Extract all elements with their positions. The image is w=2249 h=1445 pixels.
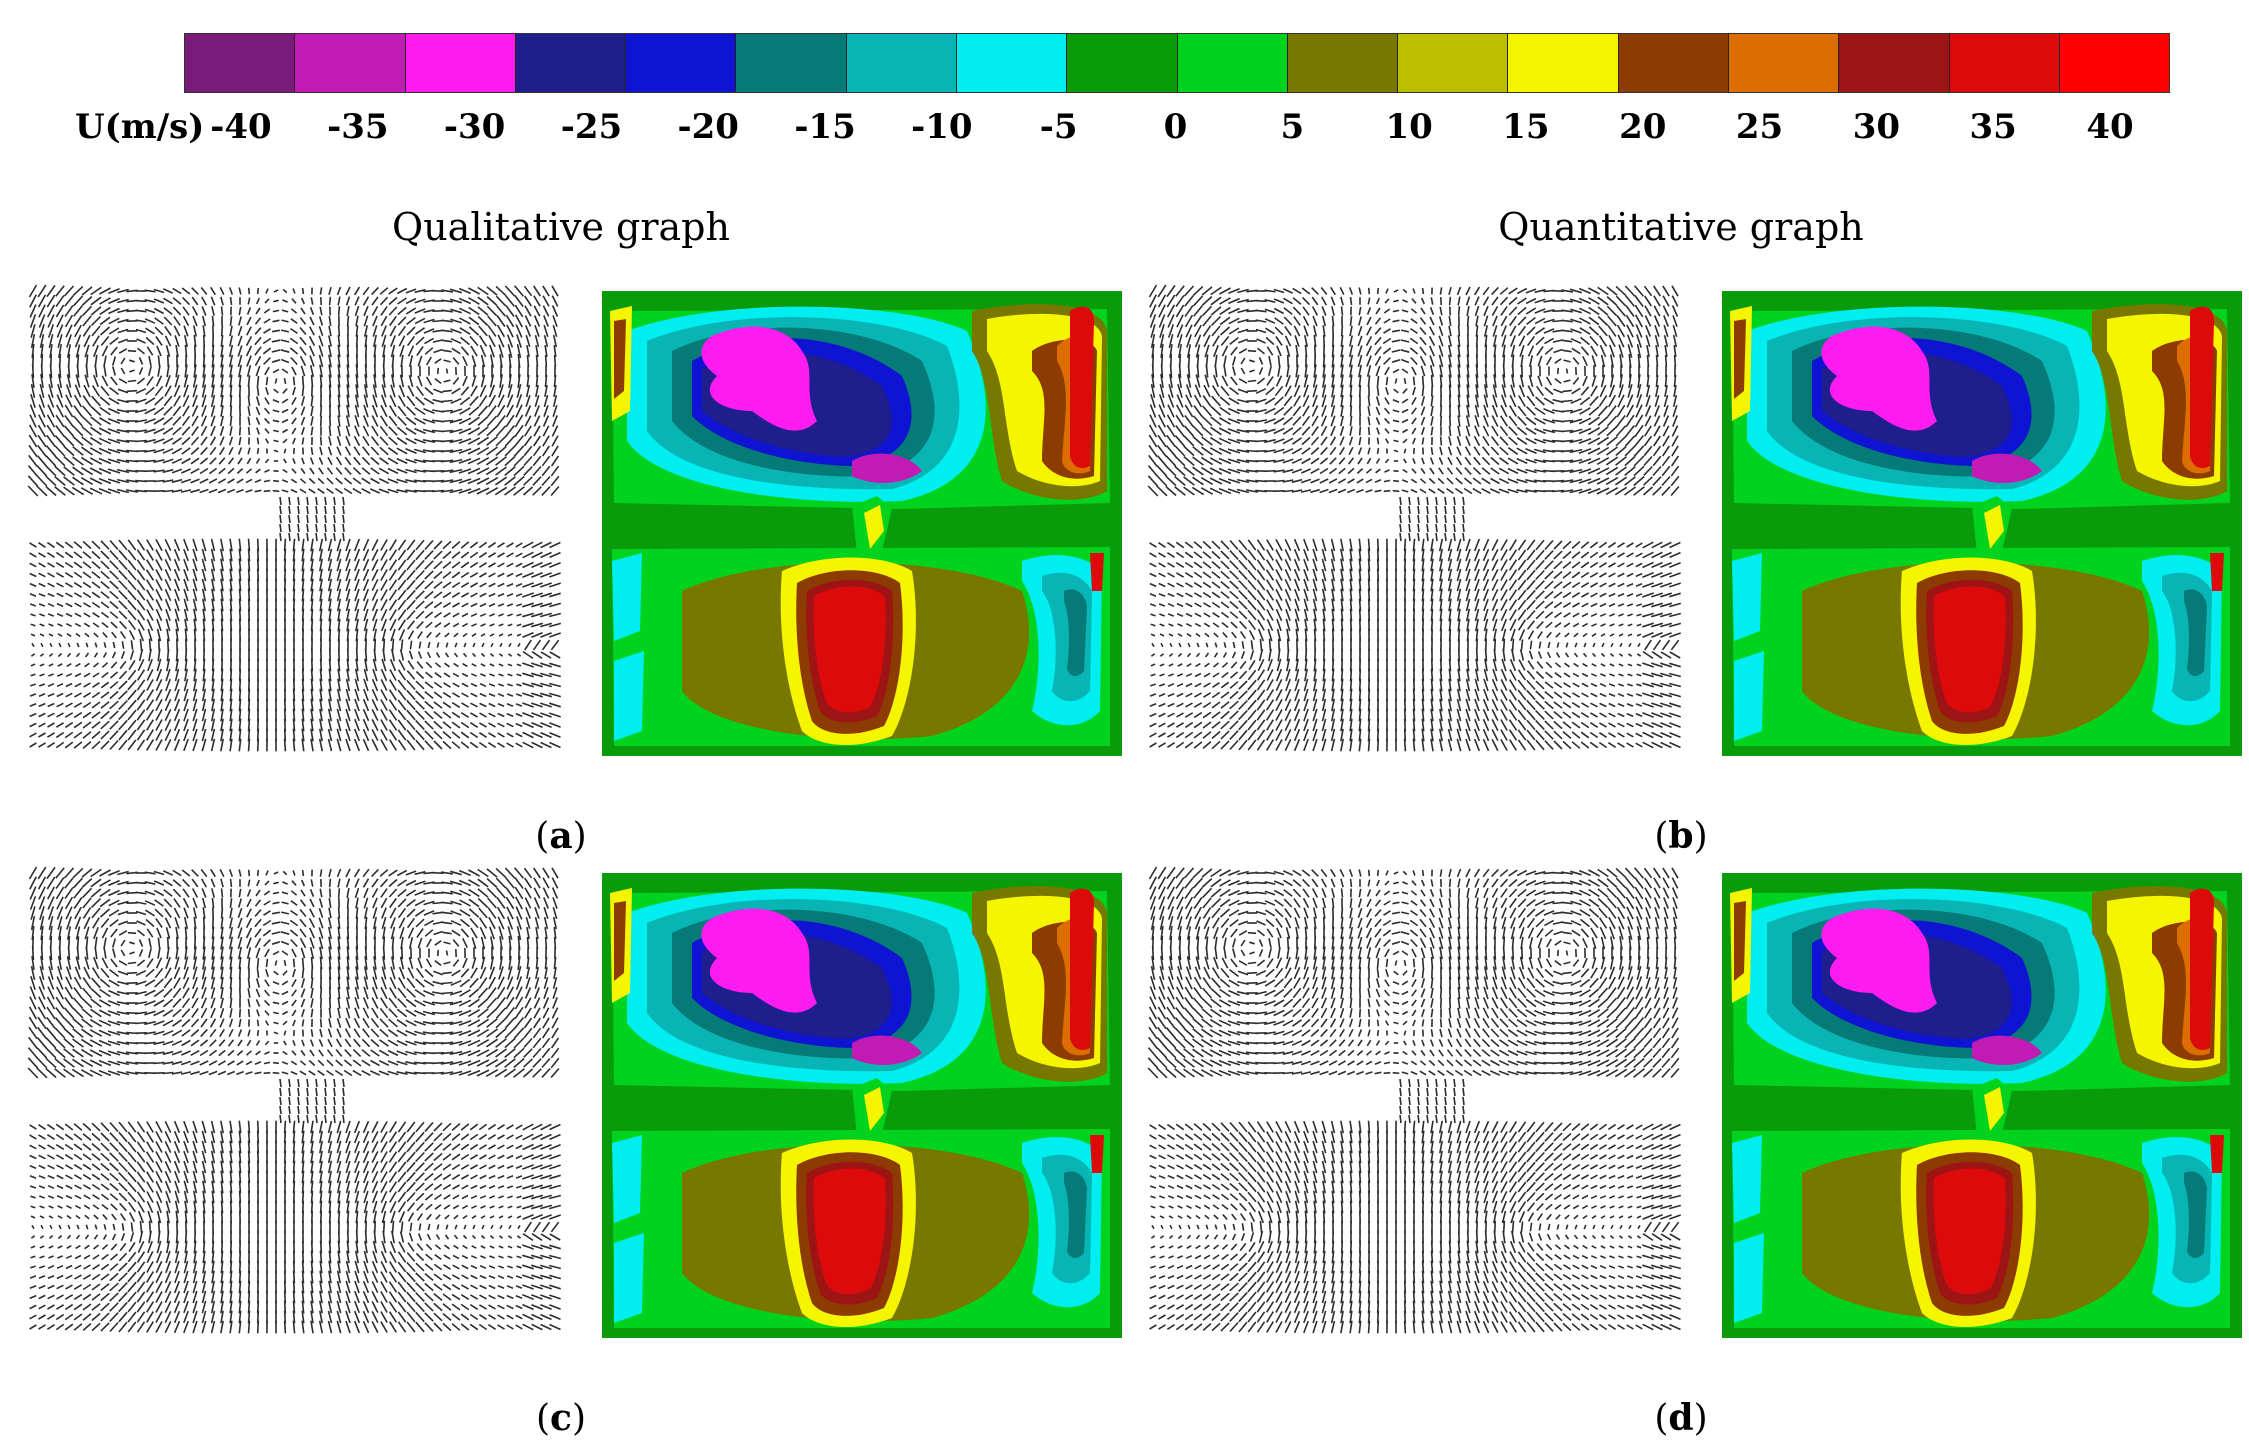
colorbar-segment	[736, 34, 847, 92]
velocity-vector-field-icon	[27, 284, 562, 752]
velocity-vector-field-icon	[1147, 866, 1682, 1334]
colorbar-tick-label: 25	[1735, 107, 1784, 147]
figure-panel-d	[1145, 865, 2249, 1405]
velocity-contour-map-icon	[602, 873, 1122, 1338]
velocity-contour-map-icon	[1722, 873, 2242, 1338]
panel-label-close: )	[1693, 816, 1708, 857]
panel-label: (d)	[1654, 1397, 1707, 1439]
colorbar-segment	[1177, 34, 1288, 92]
panel-label-open: (	[1654, 1398, 1669, 1439]
panel-label-open: (	[535, 1398, 551, 1439]
colorbar-segment	[2059, 34, 2170, 92]
colorbar-segment	[405, 34, 516, 92]
heading-qualitative-graph: Qualitative graph	[392, 205, 730, 249]
colorbar-tick-label: -40	[210, 107, 272, 147]
colorbar-tick-label: -35	[327, 107, 389, 147]
colorbar-tick-label: 0	[1163, 107, 1188, 147]
panel-label-letter: c	[550, 1397, 572, 1439]
colorbar-tick-labels: -40 -35 -30 -25 -20 -15 -10 -5 0 5 10 15 20 25 30 35 40	[0, 107, 2249, 151]
panel-label-open: (	[535, 816, 550, 857]
colorbar-segment	[295, 34, 406, 92]
colorbar-segment	[1728, 34, 1840, 92]
panel-label-letter: b	[1668, 815, 1694, 857]
velocity-vector-field-icon	[27, 866, 562, 1334]
figure-panel-a	[25, 283, 1145, 823]
panel-label-close: )	[571, 1398, 587, 1439]
heading-quantitative-graph: Quantitative graph	[1498, 205, 1864, 249]
colorbar-segment	[515, 34, 627, 92]
colorbar-tick-label: 30	[1852, 107, 1901, 147]
colorbar-segment	[1618, 34, 1729, 92]
colorbar-tick-label: -15	[794, 107, 856, 147]
velocity-contour-map-icon	[602, 291, 1122, 756]
colorbar-segment	[1508, 34, 1619, 92]
colorbar-unit-label: U(m/s)	[75, 107, 205, 147]
colorbar-segment	[1839, 34, 1950, 92]
panel-label-letter: a	[549, 815, 573, 857]
panel-label-close: )	[1693, 1398, 1708, 1439]
colorbar-segment	[185, 34, 296, 92]
colorbar-tick-label: -10	[911, 107, 973, 147]
panel-label: (a)	[535, 815, 586, 857]
velocity-colorbar	[184, 33, 2170, 93]
panel-label-open: (	[1654, 816, 1669, 857]
colorbar-segment	[956, 34, 1068, 92]
figure-panel-b	[1145, 283, 2249, 823]
panel-label-letter: d	[1668, 1397, 1694, 1439]
velocity-vector-field-icon	[1147, 284, 1682, 752]
colorbar-segment	[1287, 34, 1399, 92]
colorbar-tick-label: 20	[1619, 107, 1667, 147]
colorbar-segment	[1949, 34, 2060, 92]
colorbar-segment	[846, 34, 957, 92]
panel-label: (b)	[1654, 815, 1707, 857]
colorbar-tick-label: -30	[443, 107, 506, 147]
colorbar-segment	[626, 34, 737, 92]
colorbar-tick-label: -5	[1039, 107, 1078, 147]
colorbar-tick-label: -20	[677, 107, 739, 147]
panel-label: (c)	[536, 1397, 586, 1439]
velocity-contour-map-icon	[1722, 291, 2242, 756]
colorbar-tick-label: 40	[2086, 107, 2134, 147]
colorbar-tick-label: 15	[1502, 107, 1550, 147]
colorbar-tick-label: 10	[1385, 107, 1433, 147]
colorbar-tick-label: 35	[1969, 107, 2017, 147]
colorbar-segment	[1067, 34, 1178, 92]
colorbar-tick-label: -25	[560, 107, 623, 147]
panel-label-close: )	[572, 816, 587, 857]
colorbar-segment	[1398, 34, 1509, 92]
colorbar-tick-label: 5	[1280, 107, 1305, 147]
figure-panel-c	[25, 865, 1145, 1405]
